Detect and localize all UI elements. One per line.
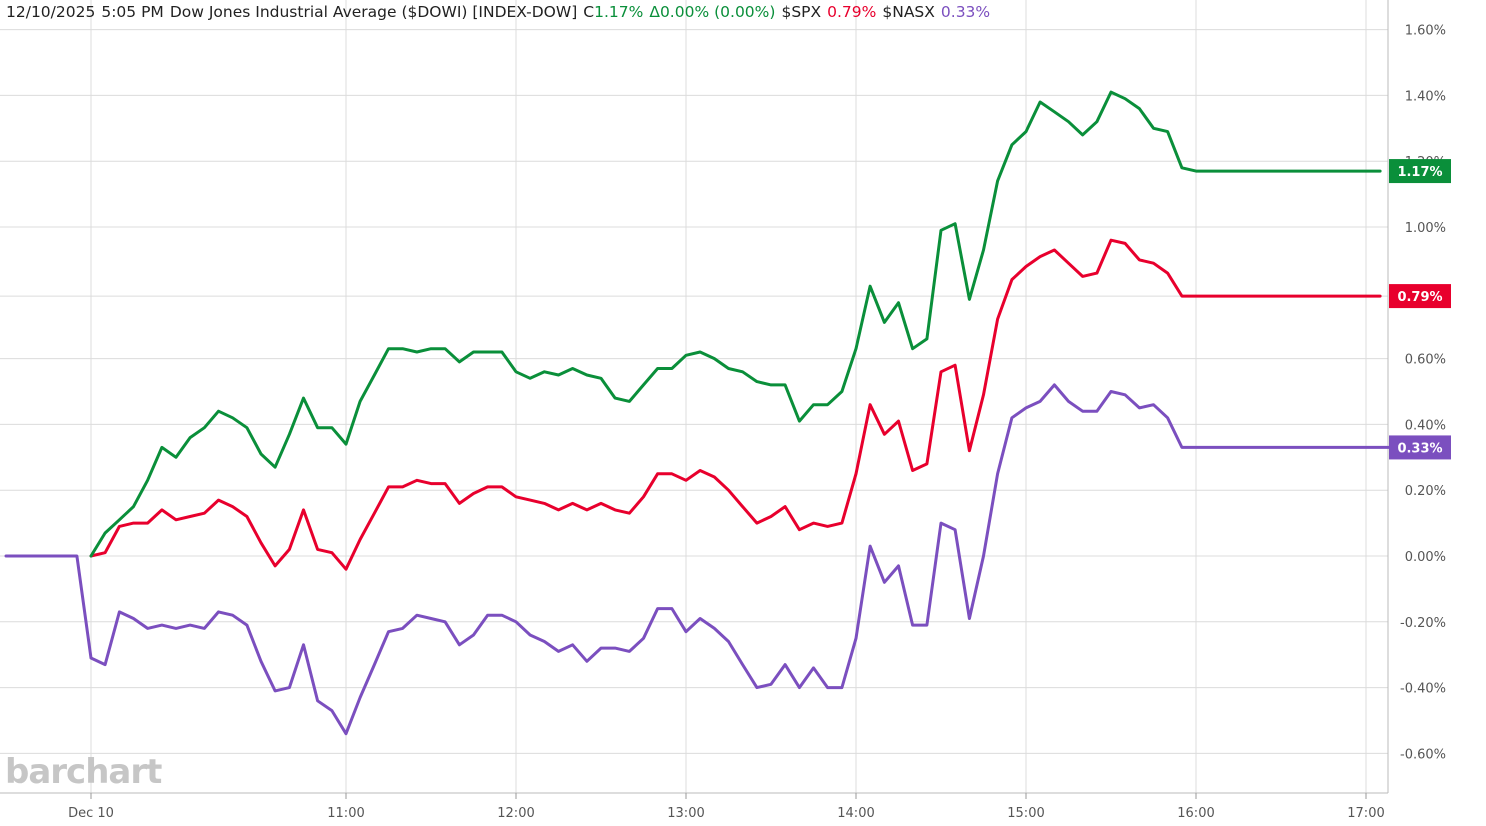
x-tick-label: 11:00: [327, 806, 364, 821]
last-value-tag-nasx: 0.33%: [1389, 435, 1451, 460]
series-line-spx: [89, 238, 1382, 571]
x-tick-label: 17:00: [1347, 806, 1384, 821]
series-lines: [4, 90, 1410, 736]
last-value-tag-text: 0.79%: [1397, 290, 1442, 305]
header-spx-value: 0.79%: [827, 3, 877, 21]
x-tick-label: Dec 10: [68, 806, 114, 821]
y-axis-tick-labels: -0.60% -0.40% -0.20% 0.00% 0.20% 0.40% 0.60% 0.…: [1400, 24, 1446, 763]
vertical-gridlines: [90, 0, 1367, 793]
horizontal-gridlines: [0, 29, 1388, 754]
header-close-prefix: C: [583, 3, 595, 21]
last-value-tags: 0.33% 0.79% 1.17%: [1389, 159, 1451, 460]
barchart-watermark-logo: barchart: [5, 752, 162, 792]
header-time: 5:05 PM: [101, 3, 164, 21]
x-axis-ticks: Dec 10 11:00 12:00 13:00 14:00 15:00 16:00 17:0…: [68, 793, 1385, 821]
last-value-tag-dowi: 1.17%: [1389, 159, 1451, 184]
header-close-value: 1.17%: [594, 3, 644, 21]
y-tick-label: 0.20%: [1405, 484, 1446, 499]
header-nasx-value: 0.33%: [940, 3, 991, 21]
x-tick-label: 16:00: [1177, 806, 1214, 821]
y-tick-label: 0.00%: [1405, 550, 1446, 565]
header-spx-label[interactable]: $SPX: [781, 3, 822, 21]
y-tick-label: 1.60%: [1405, 24, 1446, 39]
last-value-tag-text: 0.33%: [1397, 441, 1442, 456]
x-tick-label: 14:00: [837, 806, 874, 821]
x-tick-label: 12:00: [497, 806, 534, 821]
header-date: 12/10/2025: [6, 3, 96, 21]
series-line-dowi: [89, 90, 1382, 558]
header-change-value: Δ0.00% (0.00%): [649, 3, 776, 21]
last-value-tag-text: 1.17%: [1397, 165, 1442, 180]
y-tick-label: -0.60%: [1400, 747, 1446, 762]
series-line-nasx: [4, 383, 1410, 736]
y-tick-label: 1.40%: [1405, 89, 1446, 104]
header-nasx-label[interactable]: $NASX: [882, 3, 935, 21]
x-tick-label: 13:00: [667, 806, 704, 821]
header-symbol-name[interactable]: Dow Jones Industrial Average ($DOWI) [IN…: [169, 3, 578, 21]
y-tick-label: -0.40%: [1400, 682, 1446, 697]
y-tick-label: 0.60%: [1405, 353, 1446, 368]
chart-header: 12/10/2025 5:05 PM Dow Jones Industrial Av…: [6, 3, 990, 21]
x-tick-label: 15:00: [1007, 806, 1044, 821]
y-tick-label: 1.00%: [1405, 221, 1446, 236]
y-tick-label: 0.40%: [1405, 418, 1446, 433]
last-value-tag-spx: 0.79%: [1389, 284, 1451, 309]
y-tick-label: -0.20%: [1400, 616, 1446, 631]
